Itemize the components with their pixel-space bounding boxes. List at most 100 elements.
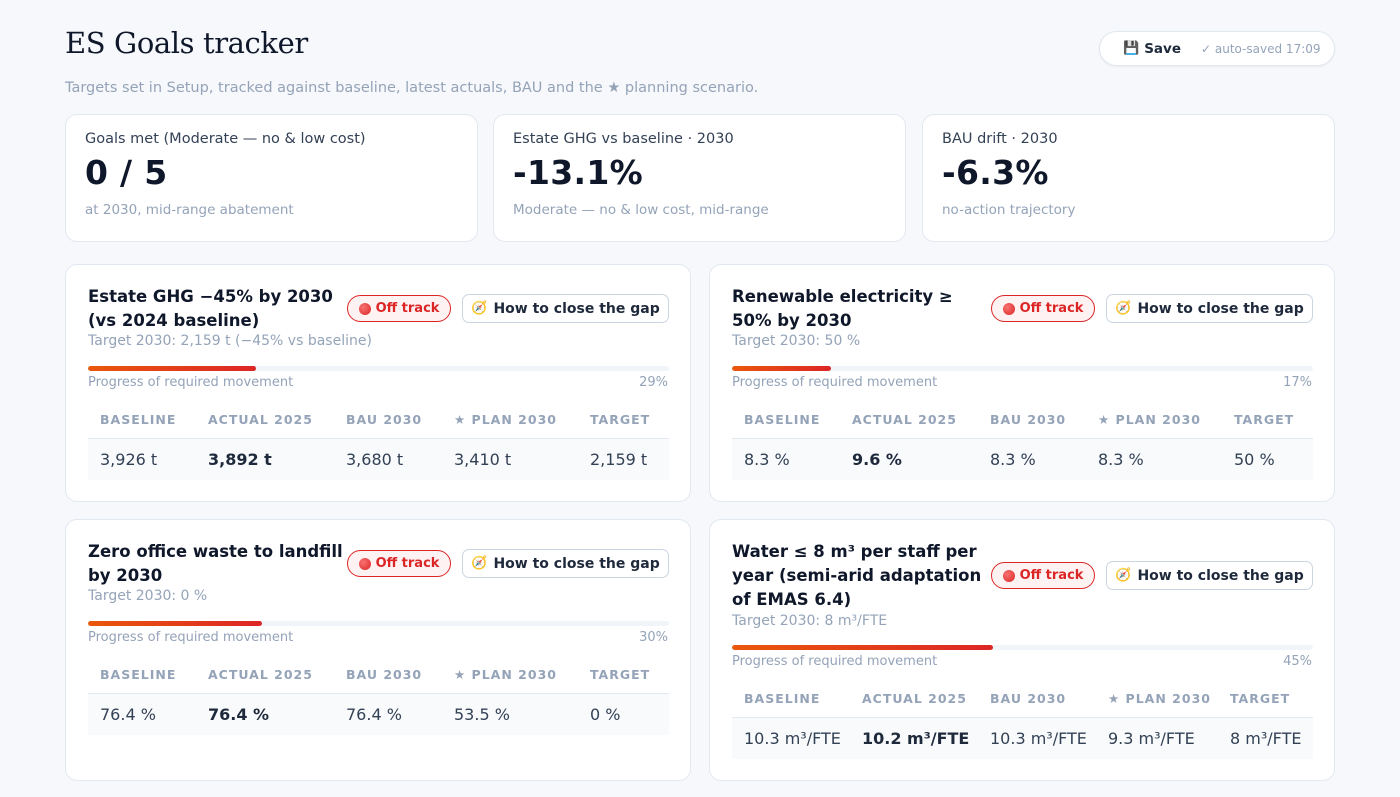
cell-baseline: 76.4 % [88,693,196,735]
goal-target: Target 2030: 50 % [732,333,861,349]
cell-bau: 76.4 % [334,693,442,735]
save-button[interactable]: 💾 Save [1123,41,1181,57]
status-badge: Off track [347,295,451,322]
progress-fill [88,366,257,371]
close-gap-label: How to close the gap [1137,300,1304,317]
save-bar: 💾 Save ✓ auto-saved 17:09 [1099,31,1335,66]
page-subtitle: Targets set in Setup, tracked against ba… [65,80,759,96]
column-header: ACTUAL 2025 [196,657,334,694]
table-header-row: BASELINE ACTUAL 2025 BAU 2030 ★ PLAN 203… [88,402,669,439]
column-header: BAU 2030 [978,681,1096,718]
cell-plan: 53.5 % [442,693,578,735]
progress-fill [88,621,263,626]
column-header: BASELINE [732,402,840,439]
cell-bau: 8.3 % [978,438,1086,480]
progress-bar [732,366,1313,371]
cell-baseline: 3,926 t [88,438,196,480]
floppy-disk-icon: 💾 [1123,41,1140,56]
table-header-row: BASELINE ACTUAL 2025 BAU 2030 ★ PLAN 203… [88,657,669,694]
kpi-card-estate-ghg: Estate GHG vs baseline · 2030 -13.1% Mod… [493,114,906,242]
red-circle-icon [358,557,371,570]
table-row: 3,926 t 3,892 t 3,680 t 3,410 t 2,159 t [88,438,669,480]
cell-actual: 9.6 % [840,438,978,480]
table-row: 10.3 m³/FTE 10.2 m³/FTE 10.3 m³/FTE 9.3 … [732,717,1313,759]
progress-fill [732,366,831,371]
progress-label: Progress of required movement [732,375,938,390]
page-title: ES Goals tracker [65,26,308,60]
cell-bau: 10.3 m³/FTE [978,717,1096,759]
status-label: Off track [1019,568,1084,583]
column-header: BAU 2030 [334,657,442,694]
cell-target: 50 % [1222,438,1313,480]
goal-target: Target 2030: 2,159 t (−45% vs baseline) [88,333,372,349]
close-gap-label: How to close the gap [1137,567,1304,584]
cell-actual: 76.4 % [196,693,334,735]
cell-baseline: 8.3 % [732,438,840,480]
column-header: ACTUAL 2025 [850,681,978,718]
column-header: TARGET [1222,402,1313,439]
column-header: BAU 2030 [334,402,442,439]
kpi-subtext: Moderate — no & low cost, mid-range [513,202,769,218]
close-gap-label: How to close the gap [493,300,660,317]
column-header: ACTUAL 2025 [840,402,978,439]
goal-title: Estate GHG −45% by 2030 (vs 2024 baselin… [88,287,333,330]
progress-label: Progress of required movement [88,630,294,645]
goal-card-zero-waste: Zero office waste to landfill by 2030 Of… [65,519,691,781]
goal-title: Water ≤ 8 m³ per staff per year (semi-ar… [732,542,982,609]
close-gap-button[interactable]: 🧭 How to close the gap [1106,294,1313,323]
progress-label: Progress of required movement [88,375,294,390]
goal-card-estate-ghg: Estate GHG −45% by 2030 (vs 2024 baselin… [65,264,691,502]
progress-bar [88,621,669,626]
cell-plan: 8.3 % [1086,438,1222,480]
kpi-value: -6.3% [942,153,1049,192]
column-header: BAU 2030 [978,402,1086,439]
column-header: ★ PLAN 2030 [1086,402,1222,439]
column-header: TARGET [578,657,669,694]
close-gap-button[interactable]: 🧭 How to close the gap [462,294,669,323]
cell-actual: 10.2 m³/FTE [850,717,978,759]
status-label: Off track [375,301,440,316]
red-circle-icon [358,302,371,315]
cell-plan: 9.3 m³/FTE [1096,717,1218,759]
progress-percent: 29% [639,375,668,390]
status-badge: Off track [991,295,1095,322]
cell-target: 2,159 t [578,438,669,480]
kpi-value: -13.1% [513,153,643,192]
column-header: ★ PLAN 2030 [442,657,578,694]
kpi-label: Goals met (Moderate — no & low cost) [85,131,366,147]
column-header: ★ PLAN 2030 [442,402,578,439]
goal-table: BASELINE ACTUAL 2025 BAU 2030 ★ PLAN 203… [732,681,1313,759]
progress-fill [732,645,994,650]
status-label: Off track [375,556,440,571]
kpi-card-bau-drift: BAU drift · 2030 -6.3% no-action traject… [922,114,1335,242]
column-header: TARGET [578,402,669,439]
progress-bar [88,366,669,371]
save-label: Save [1144,40,1181,57]
close-gap-button[interactable]: 🧭 How to close the gap [1106,561,1313,590]
cell-plan: 3,410 t [442,438,578,480]
table-header-row: BASELINE ACTUAL 2025 BAU 2030 ★ PLAN 203… [732,402,1313,439]
close-gap-button[interactable]: 🧭 How to close the gap [462,549,669,578]
table-header-row: BASELINE ACTUAL 2025 BAU 2030 ★ PLAN 203… [732,681,1313,718]
kpi-value: 0 / 5 [85,153,168,192]
red-circle-icon [1002,569,1015,582]
compass-icon: 🧭 [471,301,488,316]
table-row: 8.3 % 9.6 % 8.3 % 8.3 % 50 % [732,438,1313,480]
kpi-label: BAU drift · 2030 [942,131,1058,147]
progress-bar [732,645,1313,650]
progress-label: Progress of required movement [732,654,938,669]
close-gap-label: How to close the gap [493,555,660,572]
progress-percent: 30% [639,630,668,645]
column-header: ACTUAL 2025 [196,402,334,439]
cell-target: 0 % [578,693,669,735]
kpi-card-goals-met: Goals met (Moderate — no & low cost) 0 /… [65,114,478,242]
cell-bau: 3,680 t [334,438,442,480]
goal-card-renewable-electricity: Renewable electricity ≥ 50% by 2030 Off … [709,264,1335,502]
goal-table: BASELINE ACTUAL 2025 BAU 2030 ★ PLAN 203… [88,657,669,735]
column-header: TARGET [1218,681,1313,718]
kpi-subtext: no-action trajectory [942,202,1076,218]
column-header: BASELINE [732,681,850,718]
red-circle-icon [1002,302,1015,315]
progress-percent: 45% [1283,654,1312,669]
goal-target: Target 2030: 0 % [88,588,208,604]
